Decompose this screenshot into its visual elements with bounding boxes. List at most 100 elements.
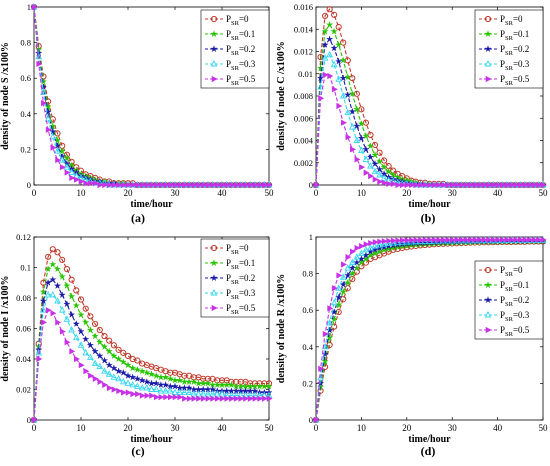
data-point — [390, 180, 397, 187]
series-psr-0-5 — [313, 236, 547, 424]
data-point — [362, 132, 370, 140]
data-point — [119, 358, 127, 366]
data-point — [353, 105, 361, 113]
data-point — [358, 249, 365, 256]
data-point — [50, 310, 57, 317]
x-tick-label: 50 — [265, 188, 275, 198]
data-point — [380, 245, 388, 253]
data-point — [181, 388, 188, 395]
data-point — [495, 236, 502, 243]
legend-marker — [210, 45, 218, 53]
data-point — [377, 238, 384, 245]
data-point — [204, 379, 212, 387]
data-point — [58, 306, 66, 313]
data-point — [210, 181, 217, 189]
data-point — [139, 392, 146, 399]
data-point — [186, 181, 193, 189]
legend-marker — [484, 30, 492, 38]
y-tick-label: 0 — [309, 415, 313, 425]
legend-entry: PSR=0.3 — [226, 288, 256, 301]
data-point — [386, 180, 393, 187]
data-point — [354, 244, 361, 252]
data-point — [166, 374, 174, 382]
data-point — [153, 394, 160, 401]
data-point — [41, 100, 48, 107]
data-point — [168, 394, 174, 401]
data-point — [326, 50, 333, 58]
data-point — [325, 35, 334, 43]
data-point — [129, 364, 137, 372]
data-point — [252, 395, 259, 402]
y-tick-label: 0.04 — [16, 354, 32, 364]
data-point — [344, 73, 352, 81]
data-point — [96, 338, 104, 346]
data-point — [148, 385, 155, 392]
data-point — [321, 27, 329, 35]
legend-entry: PSR=0 — [226, 14, 249, 27]
legend-entry: PSR=0.2 — [500, 44, 529, 57]
data-point — [380, 240, 388, 247]
data-point — [144, 392, 151, 399]
data-point — [49, 116, 56, 123]
data-point — [205, 395, 212, 402]
legend-marker — [485, 75, 492, 83]
data-point — [36, 60, 43, 68]
data-point — [215, 395, 221, 402]
data-point — [499, 181, 506, 189]
data-point — [513, 181, 520, 189]
data-point — [161, 381, 170, 389]
panel-label: (c) — [131, 444, 144, 458]
data-point — [327, 72, 334, 80]
data-point — [163, 181, 170, 189]
x-tick-label: 10 — [357, 188, 367, 198]
data-point — [213, 390, 221, 397]
data-point — [166, 387, 174, 394]
data-point — [449, 181, 456, 189]
data-point — [531, 236, 538, 243]
data-point — [490, 181, 497, 189]
data-point — [357, 134, 366, 142]
data-point — [83, 368, 90, 375]
data-point — [82, 348, 90, 356]
data-point — [508, 236, 515, 243]
data-point — [380, 174, 388, 181]
y-tick-label: 0.006 — [294, 113, 313, 123]
series-line — [33, 248, 269, 421]
data-point — [413, 237, 420, 244]
data-point — [372, 176, 379, 183]
data-point — [257, 395, 264, 402]
panel-label: (b) — [421, 211, 436, 225]
y-axis-label: density of node I /x100% — [0, 275, 11, 381]
data-point — [508, 181, 515, 189]
data-point — [335, 75, 343, 82]
data-point — [335, 40, 343, 48]
data-point — [41, 319, 48, 326]
x-axis-label: time/hour — [130, 434, 173, 445]
data-point — [339, 92, 347, 99]
data-point — [522, 236, 529, 243]
data-point — [210, 395, 217, 402]
data-point — [120, 349, 127, 356]
data-point — [409, 181, 415, 189]
x-tick-label: 40 — [218, 188, 228, 198]
data-point — [116, 181, 123, 189]
data-point — [83, 180, 90, 187]
y-tick-label: 0 — [309, 180, 313, 190]
y-tick-label: 0.8 — [20, 38, 31, 48]
data-point — [359, 164, 366, 171]
data-point — [182, 181, 189, 189]
x-tick-label: 40 — [493, 423, 503, 433]
x-tick-label: 10 — [77, 423, 87, 433]
data-point — [313, 181, 320, 189]
data-point — [45, 307, 52, 314]
data-point — [330, 60, 338, 68]
data-point — [124, 352, 132, 360]
data-point — [205, 181, 212, 189]
data-point — [336, 102, 343, 110]
legend-entry: PSR=0.2 — [226, 273, 255, 286]
data-point — [229, 181, 236, 189]
data-point — [110, 352, 118, 360]
data-point — [371, 151, 379, 159]
data-point — [78, 178, 85, 185]
